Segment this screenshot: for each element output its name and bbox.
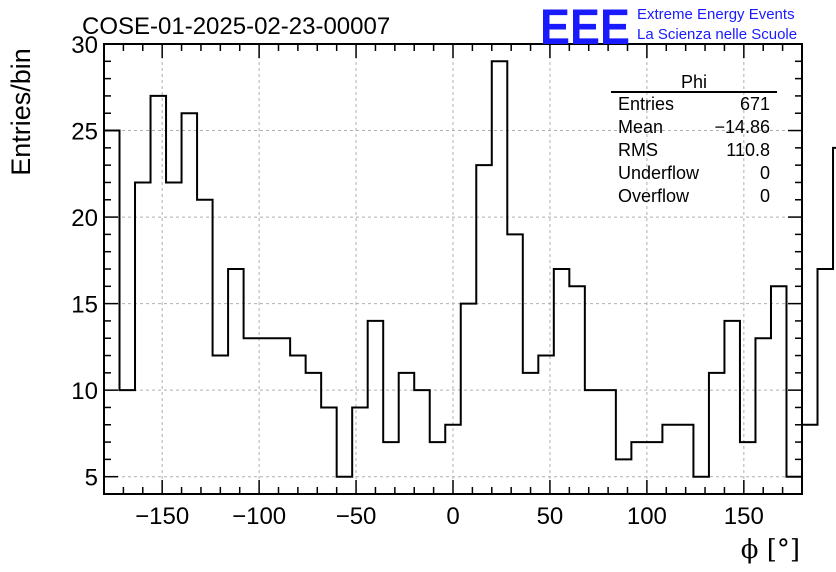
x-tick-label: 50: [537, 503, 564, 530]
brand-line-1: Extreme Energy Events: [637, 6, 795, 23]
chart-title: COSE-01-2025-02-23-00007: [82, 13, 390, 40]
eee-logo: EEE: [540, 0, 630, 55]
stats-name: Phi: [681, 72, 707, 92]
x-tick-label: 0: [446, 503, 459, 530]
stats-value-overflow: 0: [760, 186, 770, 206]
stats-value-entries: 671: [740, 94, 770, 114]
stats-label-rms: RMS: [618, 140, 658, 160]
stats-label-entries: Entries: [618, 94, 674, 114]
stats-label-mean: Mean: [618, 117, 663, 137]
y-tick-label: 15: [71, 292, 98, 319]
y-tick-label: 10: [71, 378, 98, 405]
y-tick-label: 30: [71, 32, 98, 59]
stats-box: Phi Entries 671 Mean −14.86 RMS 110.8 Un…: [611, 72, 777, 206]
brand-line-2: La Scienza nelle Scuole: [637, 26, 797, 43]
y-tick-label: 20: [71, 205, 98, 232]
x-tick-label: 100: [627, 503, 667, 530]
stats-value-rms: 110.8: [726, 140, 770, 160]
histogram-line: [104, 60, 836, 478]
x-tick-label: 150: [724, 503, 764, 530]
y-axis-label: Entries/bin: [6, 48, 36, 176]
plot-frame: [103, 43, 803, 495]
stats-label-overflow: Overflow: [618, 186, 690, 206]
x-axis-label: ϕ [°]: [741, 535, 800, 565]
x-tick-label: −100: [232, 503, 286, 530]
axis-layer: −150 −100 −50 0 50 100 150 5 10 15 20 25 30: [71, 32, 803, 530]
stats-label-underflow: Underflow: [618, 163, 700, 183]
x-tick-label: −150: [135, 503, 189, 530]
stats-value-underflow: 0: [760, 163, 770, 183]
stats-value-mean: −14.86: [714, 117, 770, 137]
y-tick-label: 5: [85, 465, 98, 492]
x-tick-label: −50: [336, 503, 377, 530]
grid-layer: [104, 43, 802, 494]
y-tick-label: 25: [71, 119, 98, 146]
